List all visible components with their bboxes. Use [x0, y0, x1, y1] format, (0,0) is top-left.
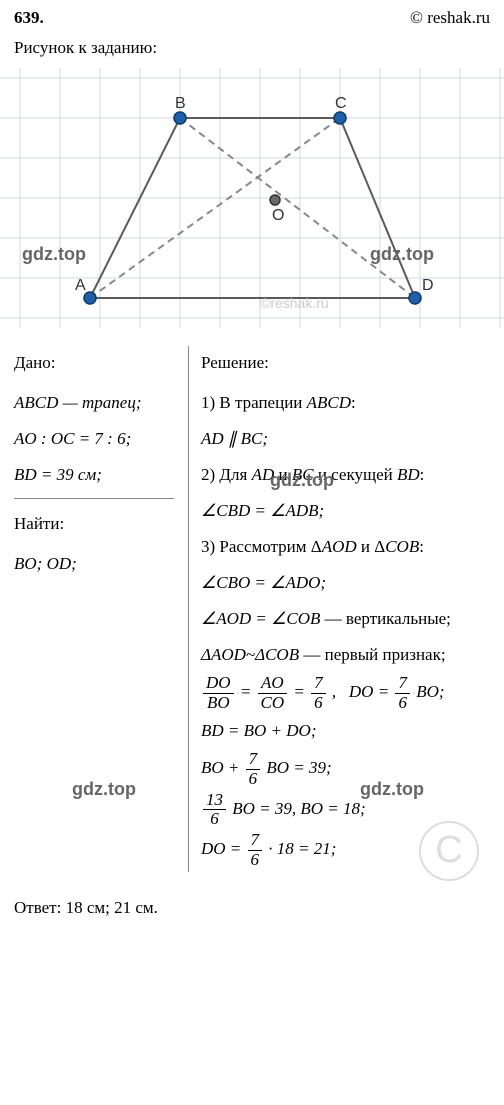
solution-step: DOBO = AOCO = 76 , DO = 76 BO;: [201, 674, 490, 712]
solution-step: 1) В трапеции ABCD:: [201, 386, 490, 420]
solution-step: DO = 76 · 18 = 21;: [201, 831, 490, 869]
figure-label: Рисунок к заданию:: [0, 32, 504, 68]
given-title: Дано:: [14, 346, 178, 380]
solution-step: BD = BO + DO;: [201, 714, 490, 748]
solution-step: 136 BO = 39, BO = 18;: [201, 791, 490, 829]
given-line: BD = 39 см;: [14, 458, 178, 492]
header: 639. © reshak.ru: [0, 0, 504, 32]
svg-text:B: B: [175, 95, 186, 112]
svg-text:O: O: [272, 207, 284, 224]
solution-step: ∠CBD = ∠ADB;: [201, 494, 490, 528]
site-credit: © reshak.ru: [410, 8, 490, 28]
content-table: Дано: ABCD — трапец; AO : OC = 7 : 6; BD…: [0, 328, 504, 882]
solution-column: Решение: 1) В трапеции ABCD: AD ∥ BC; 2)…: [189, 346, 490, 872]
given-line: ABCD — трапец;: [14, 386, 178, 420]
svg-text:D: D: [422, 277, 434, 294]
answer-line: Ответ: 18 см; 21 см.: [0, 882, 504, 936]
trapezoid-diagram: A B C D O ©reshak.ru: [0, 68, 504, 328]
solution-step: BO + 76 BO = 39;: [201, 750, 490, 788]
find-title: Найти:: [14, 507, 178, 541]
divider: [14, 498, 174, 499]
problem-number: 639.: [14, 8, 44, 28]
solution-title: Решение:: [201, 346, 490, 380]
solution-step: 2) Для AD и BC и секущей BD:: [201, 458, 490, 492]
solution-step: ∠AOD = ∠COB — вертикальные;: [201, 602, 490, 636]
given-column: Дано: ABCD — трапец; AO : OC = 7 : 6; BD…: [14, 346, 189, 872]
svg-text:A: A: [75, 277, 86, 294]
solution-step: AD ∥ BC;: [201, 422, 490, 456]
solution-step: ∠CBO = ∠ADO;: [201, 566, 490, 600]
solution-step: 3) Рассмотрим ΔAOD и ΔCOB:: [201, 530, 490, 564]
svg-text:C: C: [335, 95, 347, 112]
svg-text:©reshak.ru: ©reshak.ru: [260, 295, 329, 311]
solution-step: ΔAOD~ΔCOB — первый признак;: [201, 638, 490, 672]
find-line: BO; OD;: [14, 547, 178, 581]
given-line: AO : OC = 7 : 6;: [14, 422, 178, 456]
